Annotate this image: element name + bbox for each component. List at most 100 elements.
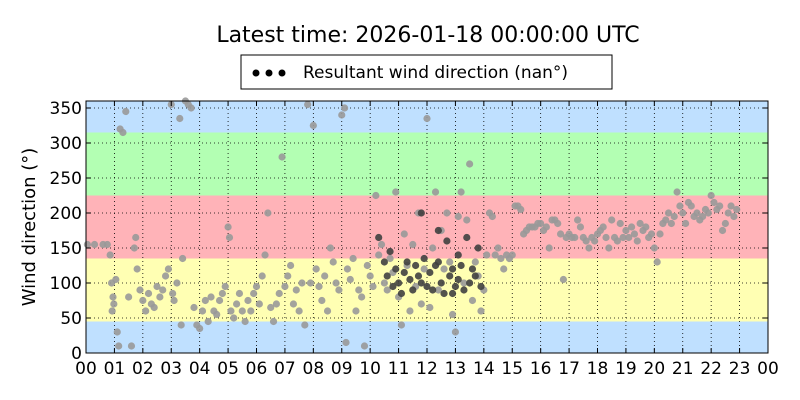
data-point bbox=[440, 265, 448, 273]
data-point bbox=[119, 128, 127, 137]
data-point bbox=[454, 251, 462, 259]
data-point bbox=[466, 160, 474, 168]
data-point bbox=[142, 307, 150, 315]
data-point bbox=[457, 261, 465, 270]
x-tick-label: 18 bbox=[587, 359, 609, 379]
data-point bbox=[420, 265, 428, 273]
data-point bbox=[133, 265, 141, 273]
data-point bbox=[363, 261, 371, 270]
data-point bbox=[392, 188, 400, 196]
data-point bbox=[306, 279, 315, 287]
x-tick-label: 23 bbox=[729, 359, 751, 379]
data-point bbox=[309, 121, 317, 130]
data-point bbox=[633, 237, 641, 245]
x-tick-label: 10 bbox=[359, 359, 381, 379]
data-point bbox=[397, 289, 406, 298]
data-point bbox=[576, 223, 585, 231]
data-point bbox=[630, 230, 639, 238]
chart-title: Latest time: 2026-01-18 00:00:00 UTC bbox=[216, 23, 639, 48]
data-point bbox=[417, 209, 425, 217]
y-axis: 0 50 100 150 200 250 300 350 bbox=[50, 99, 768, 364]
data-point bbox=[380, 258, 388, 266]
data-point bbox=[207, 293, 215, 301]
data-point bbox=[153, 282, 161, 291]
data-point bbox=[329, 258, 337, 266]
data-point bbox=[235, 289, 244, 298]
data-point bbox=[434, 226, 442, 235]
data-point bbox=[103, 240, 111, 249]
y-tick-label: 100 bbox=[50, 274, 82, 294]
data-point bbox=[716, 202, 724, 210]
data-point bbox=[704, 209, 712, 217]
data-point bbox=[730, 212, 738, 221]
data-point bbox=[176, 114, 184, 123]
data-point bbox=[559, 275, 568, 284]
data-point bbox=[423, 282, 431, 291]
data-point bbox=[417, 279, 425, 287]
data-point bbox=[332, 279, 340, 287]
data-point bbox=[272, 300, 280, 308]
data-point bbox=[213, 310, 221, 319]
data-point bbox=[204, 317, 212, 326]
data-point bbox=[377, 240, 386, 249]
data-point bbox=[488, 212, 496, 221]
data-point bbox=[414, 272, 423, 280]
legend-label: Resultant wind direction (nan°) bbox=[303, 63, 568, 83]
x-tick-label: 19 bbox=[615, 359, 637, 379]
data-point bbox=[602, 233, 610, 242]
data-point bbox=[423, 114, 431, 123]
data-point bbox=[585, 244, 593, 252]
data-point bbox=[349, 254, 357, 263]
data-point bbox=[448, 310, 457, 319]
data-point bbox=[673, 188, 681, 196]
data-point bbox=[298, 279, 306, 287]
data-point bbox=[687, 202, 695, 210]
data-point bbox=[187, 104, 195, 112]
data-point bbox=[112, 275, 120, 284]
data-point bbox=[315, 282, 323, 291]
data-point bbox=[132, 233, 140, 242]
legend-marker-dot bbox=[252, 69, 260, 77]
x-tick-label: 22 bbox=[700, 359, 722, 379]
data-point bbox=[196, 324, 204, 333]
data-point bbox=[352, 307, 360, 315]
data-point bbox=[264, 209, 272, 217]
data-point bbox=[670, 212, 678, 221]
data-point bbox=[269, 317, 278, 326]
data-point bbox=[406, 275, 414, 284]
x-tick-label: 00 bbox=[757, 359, 779, 379]
data-point bbox=[115, 342, 123, 350]
data-point bbox=[542, 223, 550, 231]
data-point bbox=[201, 296, 209, 305]
data-point bbox=[366, 272, 374, 280]
x-tick-label: 07 bbox=[274, 359, 296, 379]
data-point bbox=[636, 219, 644, 228]
data-point bbox=[139, 296, 147, 305]
y-axis-label: Wind direction (°) bbox=[19, 148, 40, 307]
y-tick-label: 0 bbox=[71, 344, 82, 364]
data-point bbox=[383, 272, 391, 280]
data-point bbox=[710, 198, 718, 207]
data-point bbox=[108, 307, 116, 315]
data-point bbox=[431, 188, 440, 196]
y-tick-label: 300 bbox=[50, 134, 82, 154]
data-point bbox=[375, 251, 383, 259]
data-point bbox=[477, 307, 485, 315]
data-point bbox=[289, 300, 298, 308]
data-point bbox=[304, 100, 312, 109]
data-point bbox=[400, 230, 408, 238]
data-point bbox=[110, 300, 118, 308]
data-point bbox=[233, 300, 241, 308]
data-point bbox=[227, 307, 235, 315]
data-point bbox=[198, 307, 207, 315]
data-point bbox=[434, 258, 442, 266]
data-point bbox=[647, 230, 656, 238]
data-point bbox=[241, 317, 249, 326]
data-point bbox=[508, 251, 516, 259]
y-tick-label: 350 bbox=[50, 99, 82, 119]
data-point bbox=[681, 219, 690, 228]
data-point bbox=[667, 219, 675, 228]
x-tick-label: 02 bbox=[132, 359, 154, 379]
x-tick-label: 01 bbox=[104, 359, 126, 379]
